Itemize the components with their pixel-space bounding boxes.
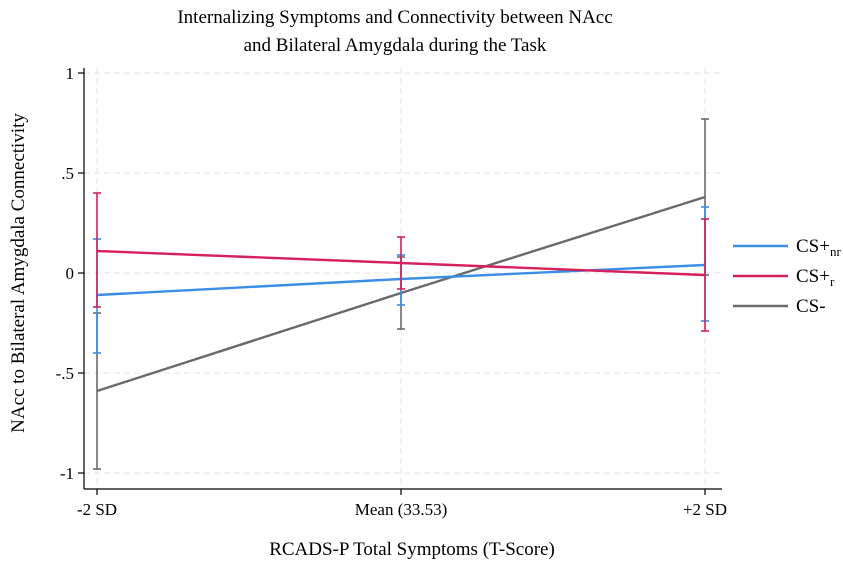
chart-title-line1: Internalizing Symptoms and Connectivity …: [177, 7, 612, 28]
legend-label: CS+r: [796, 266, 835, 289]
x-axis-title: RCADS-P Total Symptoms (T-Score): [269, 539, 555, 560]
x-tick-label: -2 SD: [77, 500, 117, 519]
y-tick-label: -.5: [56, 364, 74, 383]
series-group: [93, 118, 709, 470]
y-tick-label: 0: [66, 264, 75, 283]
y-axis-title: NAcc to Bilateral Amygdala Connectivity: [8, 113, 29, 433]
legend-label: CS+nr: [796, 236, 841, 259]
x-tick-label: Mean (33.53): [355, 500, 448, 519]
x-ticks: -2 SD Mean (33.53) +2 SD: [77, 489, 727, 519]
axes: [83, 68, 722, 490]
legend-label: CS-: [796, 296, 826, 317]
y-tick-label: -1: [60, 464, 74, 483]
legend: CS+nr CS+r CS-: [733, 236, 841, 317]
chart-title-line2: and Bilateral Amygdala during the Task: [244, 35, 547, 56]
y-ticks: 1 .5 0 -.5 -1: [56, 64, 84, 483]
y-tick-label: 1: [66, 64, 75, 83]
x-tick-label: +2 SD: [683, 500, 727, 519]
series-1: [93, 192, 709, 332]
y-tick-label: .5: [61, 164, 74, 183]
